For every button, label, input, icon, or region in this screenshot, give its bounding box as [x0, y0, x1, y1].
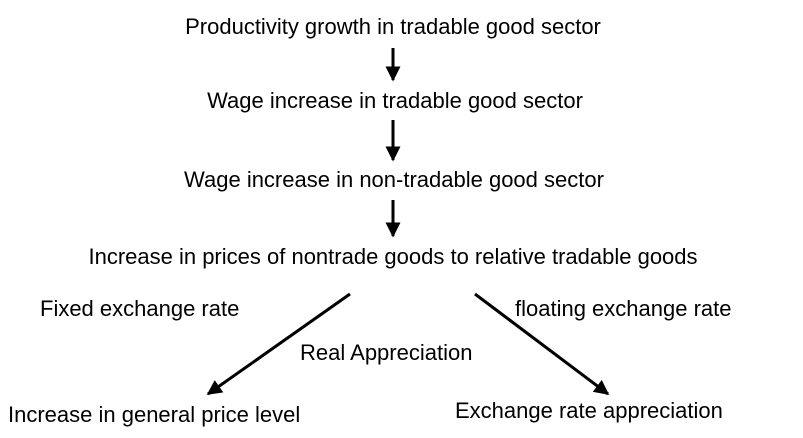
arrow — [474, 292, 610, 396]
node-label: Exchange rate appreciation — [455, 398, 723, 423]
node-label: Increase in general price level — [8, 402, 300, 427]
edge-label: Fixed exchange rate — [40, 296, 239, 321]
node-label: Increase in prices of nontrade goods to … — [88, 244, 697, 269]
edge-label: Real Appreciation — [300, 340, 472, 365]
arrow — [206, 292, 351, 396]
edge-label: floating exchange rate — [515, 296, 732, 321]
node-label: Wage increase in non-tradable good secto… — [184, 167, 604, 192]
node-label: Productivity growth in tradable good sec… — [185, 14, 601, 39]
node-label: Wage increase in tradable good sector — [207, 88, 583, 113]
